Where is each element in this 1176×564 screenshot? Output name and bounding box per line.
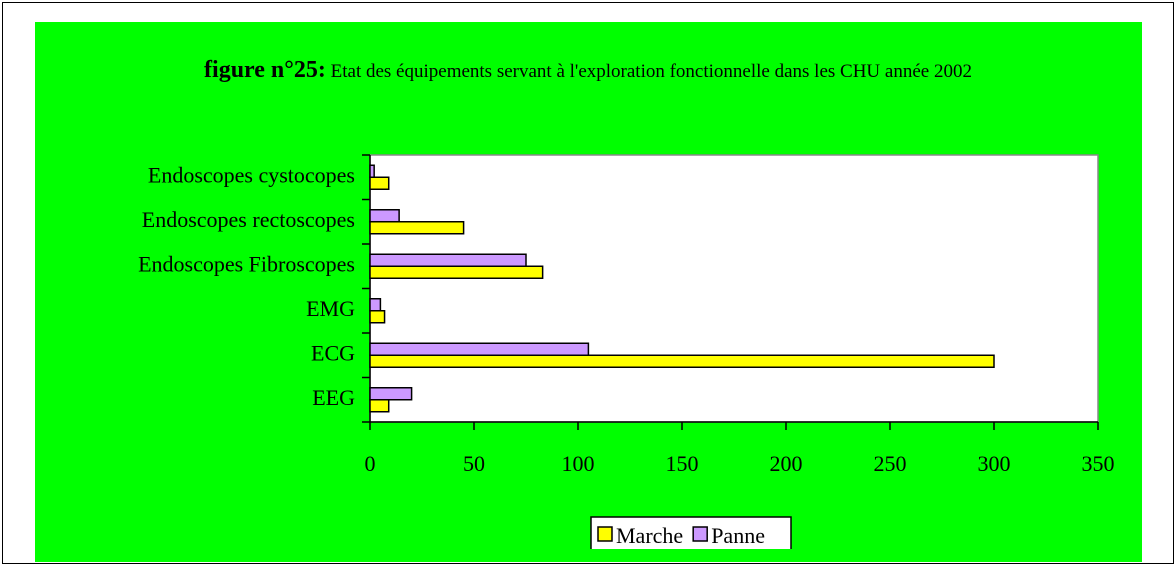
legend-swatch	[692, 526, 708, 542]
bar	[369, 310, 386, 324]
bar	[369, 298, 382, 312]
y-tick-label: EEG	[312, 385, 355, 410]
x-tick-label: 250	[874, 451, 907, 476]
chart-subtitle: Etat des équipements servant à l'explora…	[330, 61, 972, 82]
x-tick-label: 150	[666, 451, 699, 476]
header: figure n°25: Etat des équipements servan…	[200, 55, 976, 87]
chart-title: figure n°25:	[204, 57, 326, 83]
legend-box	[590, 516, 792, 549]
chart: 0 50 100 150 200 250 300 350 EEG ECG EMG Endoscopes…	[138, 154, 1115, 549]
bar	[369, 399, 390, 413]
legend-swatch	[597, 526, 613, 542]
bar	[369, 221, 465, 235]
bar	[369, 387, 413, 401]
y-tick-label: Endoscopes Fibroscopes	[138, 251, 355, 276]
legend-label: Panne	[711, 523, 765, 548]
bar	[369, 253, 527, 267]
y-tick-label: Endoscopes rectoscopes	[142, 207, 355, 232]
bar	[369, 209, 400, 223]
y-tick-label: EMG	[306, 296, 355, 321]
bar	[369, 164, 375, 178]
y-tick-label: Endoscopes cystocopes	[148, 162, 355, 187]
bar	[369, 265, 544, 279]
bar	[369, 342, 590, 356]
bar	[369, 354, 995, 368]
x-tick-label: 300	[978, 451, 1011, 476]
y-tick-label: ECG	[311, 340, 355, 365]
legend-label: Marche	[616, 523, 683, 548]
x-tick-label: 350	[1082, 451, 1115, 476]
x-tick-label: 200	[770, 451, 803, 476]
bar	[369, 176, 390, 190]
x-tick-label: 50	[463, 451, 485, 476]
plot-area	[369, 154, 1099, 423]
x-tick-label: 0	[365, 451, 376, 476]
x-tick-label: 100	[562, 451, 595, 476]
